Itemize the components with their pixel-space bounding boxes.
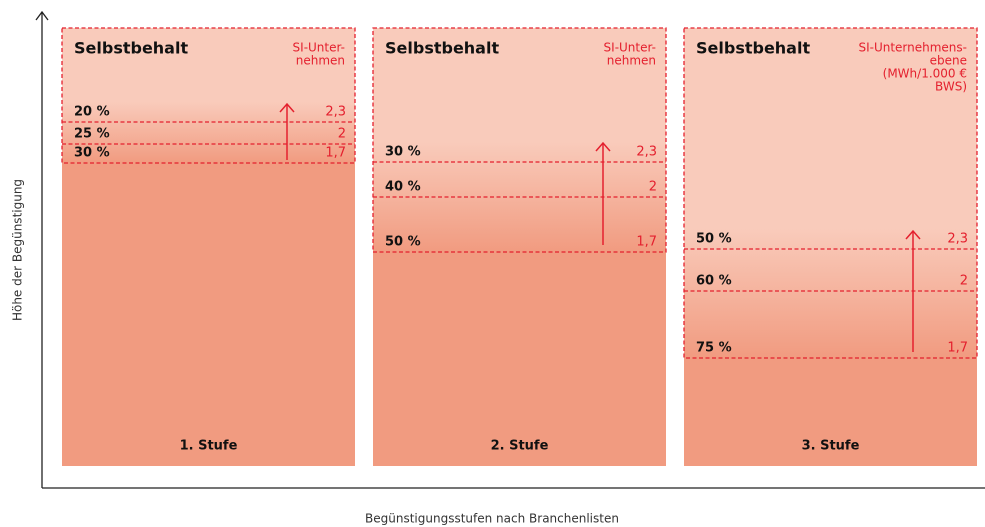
value: 1,7 <box>325 146 346 161</box>
unit: SI-Unter- <box>604 41 656 55</box>
panel-dark <box>373 252 666 466</box>
outline <box>372 27 667 253</box>
y-axis-label: Höhe der Begünstigung <box>11 179 25 321</box>
title: Selbstbehalt <box>385 39 499 58</box>
unit: nehmen <box>296 54 345 68</box>
stage: 2. Stufe <box>491 439 549 454</box>
percent: 50 % <box>385 235 421 250</box>
value: 1,7 <box>947 341 968 356</box>
unit: (MWh/1.000 € <box>883 67 967 81</box>
unit: BWS) <box>935 80 967 94</box>
percent: 40 % <box>385 180 421 195</box>
value: 2 <box>649 180 657 195</box>
panel-dark <box>684 358 977 466</box>
percent: 30 % <box>74 146 110 161</box>
stage: 1. Stufe <box>180 439 238 454</box>
unit: SI-Unternehmens- <box>858 41 967 55</box>
panel-dark <box>62 163 355 466</box>
value: 2,3 <box>325 105 346 120</box>
outline <box>683 27 978 359</box>
x-axis-label: Begünstigungsstufen nach Branchenlisten <box>365 512 619 526</box>
percent: 30 % <box>385 145 421 160</box>
panel-gradient <box>684 229 977 358</box>
title: Selbstbehalt <box>696 39 810 58</box>
unit: nehmen <box>607 54 656 68</box>
percent: 20 % <box>74 105 110 120</box>
value: 2,3 <box>636 145 657 160</box>
percent: 50 % <box>696 232 732 247</box>
percent: 60 % <box>696 274 732 289</box>
outline <box>61 27 356 164</box>
title: Selbstbehalt <box>74 39 188 58</box>
arrow-head <box>595 141 611 152</box>
unit: ebene <box>930 54 967 68</box>
stage: 3. Stufe <box>802 439 860 454</box>
value: 2 <box>960 274 968 289</box>
unit: SI-Unter- <box>293 41 345 55</box>
arrow-head <box>905 229 921 240</box>
arrow-head <box>279 102 295 113</box>
panel-gradient <box>62 102 355 163</box>
value: 1,7 <box>636 235 657 250</box>
percent: 75 % <box>696 341 732 356</box>
y-axis-arrow <box>35 10 49 21</box>
value: 2,3 <box>947 232 968 247</box>
percent: 25 % <box>74 127 110 142</box>
value: 2 <box>338 127 346 142</box>
